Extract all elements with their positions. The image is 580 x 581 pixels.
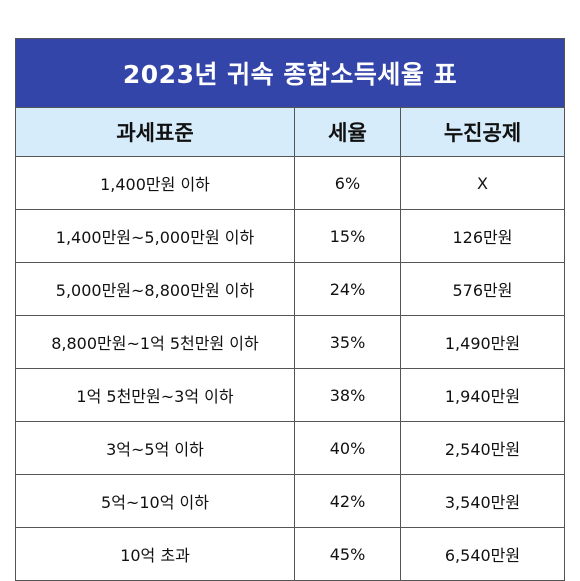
tax-base-cell: 1억 5천만원~3억 이하 [15, 368, 295, 422]
deduction-cell: 3,540만원 [400, 474, 565, 528]
header-progressive-deduction: 누진공제 [400, 107, 565, 157]
deduction-cell: X [400, 156, 565, 210]
tax-base-cell: 1,400만원 이하 [15, 156, 295, 210]
table-row: 8,800만원~1억 5천만원 이하 35% 1,490만원 [15, 315, 565, 369]
tax-rate-cell: 6% [294, 156, 401, 210]
table-row: 5,000만원~8,800만원 이하 24% 576만원 [15, 262, 565, 316]
tax-base-cell: 8,800만원~1억 5천만원 이하 [15, 315, 295, 369]
deduction-cell: 126만원 [400, 209, 565, 263]
tax-base-cell: 1,400만원~5,000만원 이하 [15, 209, 295, 263]
table-title: 2023년 귀속 종합소득세율 표 [15, 38, 565, 108]
table-row: 1,400만원 이하 6% X [15, 156, 565, 210]
table-row: 5억~10억 이하 42% 3,540만원 [15, 474, 565, 528]
title-row: 2023년 귀속 종합소득세율 표 [15, 38, 565, 108]
table-row: 10억 초과 45% 6,540만원 [15, 527, 565, 581]
deduction-cell: 2,540만원 [400, 421, 565, 475]
tax-rate-cell: 45% [294, 527, 401, 581]
header-row: 과세표준 세율 누진공제 [15, 107, 565, 157]
tax-rate-cell: 24% [294, 262, 401, 316]
table-row: 3억~5억 이하 40% 2,540만원 [15, 421, 565, 475]
header-tax-base: 과세표준 [15, 107, 295, 157]
deduction-cell: 1,490만원 [400, 315, 565, 369]
deduction-cell: 576만원 [400, 262, 565, 316]
tax-base-cell: 3억~5억 이하 [15, 421, 295, 475]
table-row: 1억 5천만원~3억 이하 38% 1,940만원 [15, 368, 565, 422]
header-tax-rate: 세율 [294, 107, 401, 157]
tax-rate-cell: 35% [294, 315, 401, 369]
tax-rate-cell: 38% [294, 368, 401, 422]
tax-base-cell: 5,000만원~8,800만원 이하 [15, 262, 295, 316]
table-row: 1,400만원~5,000만원 이하 15% 126만원 [15, 209, 565, 263]
deduction-cell: 1,940만원 [400, 368, 565, 422]
tax-base-cell: 10억 초과 [15, 527, 295, 581]
tax-rate-cell: 42% [294, 474, 401, 528]
deduction-cell: 6,540만원 [400, 527, 565, 581]
tax-base-cell: 5억~10억 이하 [15, 474, 295, 528]
tax-rate-table: 2023년 귀속 종합소득세율 표 과세표준 세율 누진공제 1,400만원 이… [15, 38, 565, 581]
tax-rate-cell: 40% [294, 421, 401, 475]
tax-rate-cell: 15% [294, 209, 401, 263]
